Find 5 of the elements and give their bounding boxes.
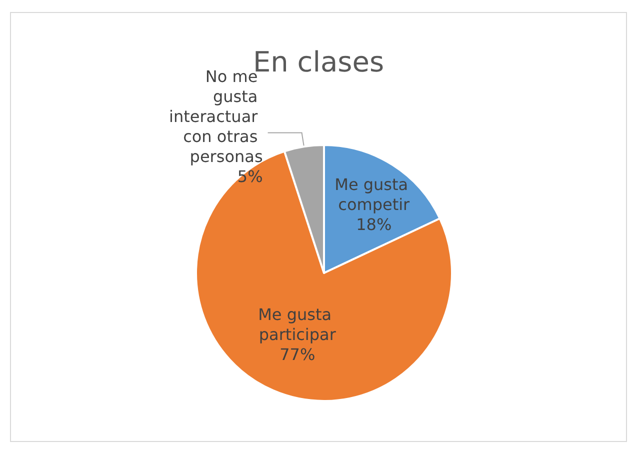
data-label: 77% [280,344,316,364]
slice-label: Me gusta participar [258,304,337,344]
data-label: 18% [356,214,392,234]
slice-label: Me gusta competir [334,174,414,214]
data-label: 5% [237,167,263,186]
